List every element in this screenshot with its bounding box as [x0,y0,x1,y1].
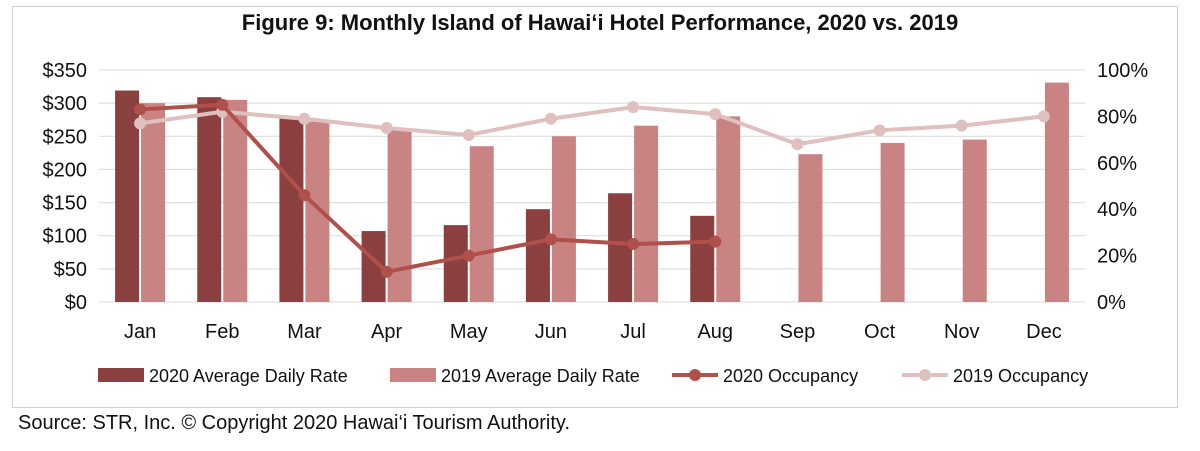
y-left-tick-label: $0 [65,292,87,314]
bar-2020-average-daily-rate-may [443,225,468,302]
y-left-tick-label: $100 [43,226,88,248]
bar-2019-average-daily-rate-oct [880,142,905,302]
y-left-tick-label: $50 [54,259,87,281]
legend-marker-2020-occupancy [689,369,701,381]
point-2020-occupancy-jul [627,238,640,250]
x-tick-label: Sep [780,321,816,343]
point-2019-occupancy-aug [709,108,722,121]
point-2019-occupancy-oct [873,124,886,137]
y-right-tick-label: 100% [1097,60,1148,82]
y-left-tick-label: $250 [43,126,88,148]
source-note: Source: STR, Inc. © Copyright 2020 Hawai… [18,412,571,434]
point-2020-occupancy-apr [380,265,393,278]
bar-2019-average-daily-rate-mar [305,121,330,303]
bar-2019-average-daily-rate-apr [387,129,412,302]
line-2019-occupancy [139,105,1045,147]
legend: 2020 Average Daily Rate 2019 Average Dail… [98,366,1088,386]
bar-2020-average-daily-rate-jun [525,209,550,302]
point-2019-occupancy-jul [627,101,640,114]
point-2019-occupancy-may [462,128,475,141]
y-right-tick-label: 0% [1097,292,1126,314]
bar-2019-average-daily-rate-jun [551,136,576,302]
y-right-tick-label: 20% [1097,246,1137,268]
legend-label-2019-average-daily-rate: 2019 Average Daily Rate [441,366,640,386]
legend-label-2020-occupancy: 2020 Occupancy [723,366,858,386]
point-2020-occupancy-mar [298,189,311,202]
legend-label-2020-average-daily-rate: 2020 Average Daily Rate [149,366,348,386]
bar-2020-average-daily-rate-aug [690,215,715,302]
y-right-tick-label: 80% [1097,106,1137,128]
x-tick-label: Mar [287,321,322,343]
x-tick-label: Nov [944,321,980,343]
y-left-tick-label: $200 [43,159,88,181]
point-2019-occupancy-jun [544,112,557,125]
y-left-tick-label: $300 [43,93,88,115]
x-tick-label: Jan [124,321,156,343]
legend-swatch-2019-average-daily-rate [390,368,436,382]
point-2020-occupancy-jan [134,103,147,116]
x-tick-label: Dec [1026,321,1062,343]
chart-title: Figure 9: Monthly Island of Hawai‘i Hote… [241,10,959,35]
occupancy-lines [134,98,1050,278]
point-2019-occupancy-nov [955,119,968,132]
point-2019-occupancy-jan [134,117,147,130]
x-tick-label: May [450,321,488,343]
point-2019-occupancy-mar [298,112,311,125]
y-left-tick-label: $150 [43,193,88,215]
bar-2019-average-daily-rate-nov [962,139,987,302]
bar-2019-average-daily-rate-may [469,146,494,302]
bar-2019-average-daily-rate-jul [634,125,659,303]
x-tick-label: Oct [864,321,896,343]
point-2020-occupancy-feb [216,98,229,111]
point-2020-occupancy-aug [709,235,722,248]
bar-2019-average-daily-rate-jan [141,103,166,303]
x-tick-label: Jul [620,321,646,343]
legend-swatch-2020-average-daily-rate [98,368,144,382]
x-tick-label: Jun [535,321,567,343]
gridlines [99,69,1085,303]
point-2019-occupancy-apr [380,122,393,134]
point-2019-occupancy-dec [1037,110,1050,123]
axis-labels: $0 $50 $100 $150 $200 $250 $300 $350 0% 20% 40% 60%… [43,60,1149,343]
bar-2019-average-daily-rate-aug [716,116,741,303]
point-2020-occupancy-may [462,249,475,262]
x-tick-label: Feb [205,321,239,343]
y-left-tick-label: $350 [43,60,88,82]
bar-2020-average-daily-rate-mar [279,118,304,302]
x-tick-label: Aug [697,321,733,343]
bar-2019-average-daily-rate-feb [223,99,248,302]
y-right-tick-label: 60% [1097,153,1137,175]
point-2020-occupancy-jun [544,233,557,246]
y-right-tick-label: 40% [1097,199,1137,221]
bar-2019-average-daily-rate-sep [798,154,823,302]
line-2020-occupancy [139,102,716,274]
bar-2020-average-daily-rate-feb [197,97,222,302]
bar-2020-average-daily-rate-jul [608,193,633,302]
legend-marker-2019-occupancy [919,369,931,381]
legend-label-2019-occupancy: 2019 Occupancy [953,366,1088,386]
point-2019-occupancy-sep [791,138,804,151]
x-tick-label: Apr [371,321,402,343]
